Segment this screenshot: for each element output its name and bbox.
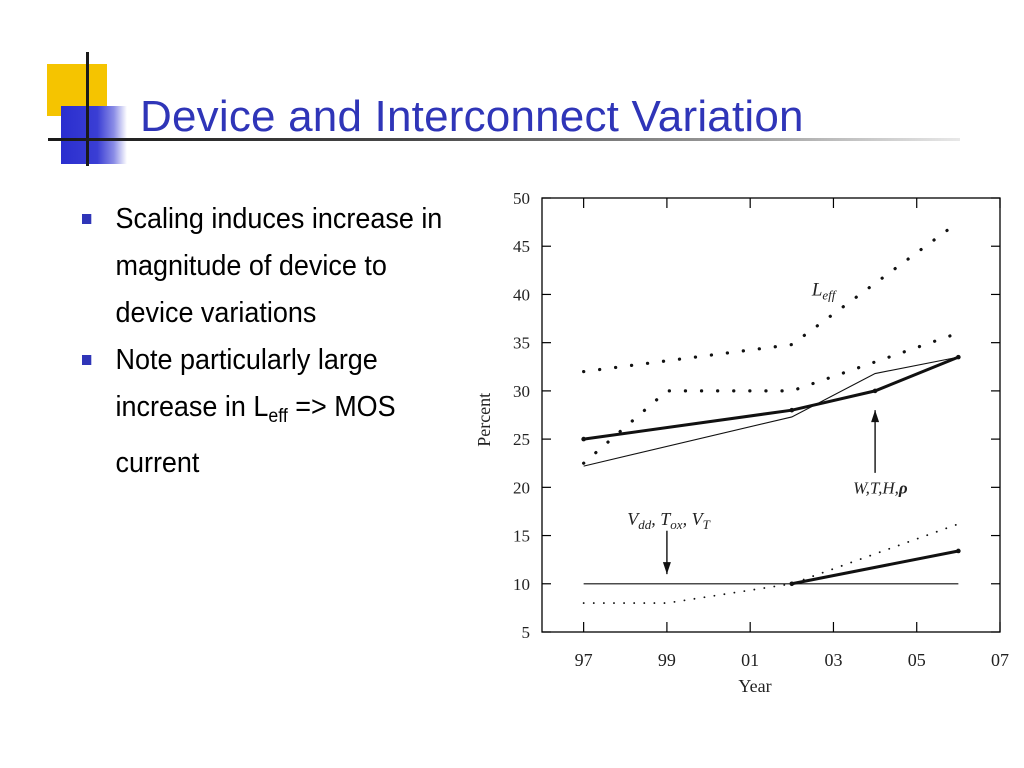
bullet-text-post: => MOS current [115,391,396,479]
x-tick-label: 03 [824,650,842,670]
series-line-1 [582,331,960,465]
title-underline [48,138,960,141]
x-tick-label: 07 [991,650,1009,670]
y-tick-label: 10 [513,575,530,594]
y-tick-label: 40 [513,285,530,304]
y-tick-label: 45 [513,237,530,256]
x-tick-label: 97 [575,650,593,670]
x-tick-label: 01 [741,650,759,670]
annotation-rho: ρ [898,478,908,497]
slide-title: Device and Interconnect Variation [140,92,804,141]
wthp-arrow-head [871,410,880,423]
series-point [789,407,795,413]
series-line-5 [791,549,959,586]
annotation-leff: Leff [811,280,838,303]
y-tick-label: 35 [513,334,530,353]
bullet-text-subscript: eff [268,406,288,427]
series-point [789,581,795,587]
y-tick-label: 20 [513,478,530,497]
annotation-wthp: W,T,H,ρ [853,478,908,497]
bullet-square-icon [82,214,92,224]
annotation-vdd: Vdd, Tox, VT [627,509,710,532]
series-line-2 [583,355,959,441]
series-point [956,354,961,360]
x-axis-label: Year [738,676,771,696]
y-tick-label: 25 [513,430,530,449]
plot-frame [541,197,1001,633]
series-point [872,388,878,394]
bullet-text: Scaling induces increase in magnitude of… [115,203,443,329]
y-tick-label: 50 [513,189,530,208]
vdd-arrow-head [662,562,671,575]
bullet-square-icon [82,355,92,365]
decor-blue-square [61,106,127,164]
bullet-item: Scaling induces increase in magnitude of… [82,196,445,337]
series-point [581,436,586,442]
y-tick-label: 30 [513,382,530,401]
x-tick-label: 99 [658,650,676,670]
series-line-3 [583,356,959,467]
y-tick-label: 15 [513,527,530,546]
y-tick-label: 5 [522,623,531,642]
y-axis-label: Percent [474,393,494,447]
bullet-list: Scaling induces increase in magnitude of… [82,196,472,487]
decor-vertical-line [86,52,89,166]
variation-chart: 5 10 15 20 25 30 35 40 45 50 97 99 01 03 05 07 Year Perce… [474,189,1009,696]
x-tick-label: 05 [908,650,926,670]
bullet-text-pre: Note particularly large increase in L [115,344,378,423]
bullet-item: Note particularly large increase in Leff… [82,337,445,487]
series-point [956,548,961,554]
series-line-leff [582,220,960,374]
